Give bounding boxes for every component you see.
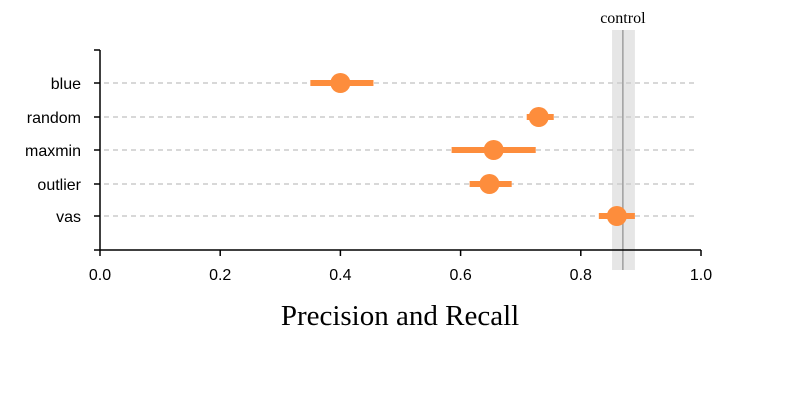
control-label: control — [600, 10, 646, 27]
data-point — [606, 206, 627, 226]
x-tick-label: 1.0 — [690, 267, 712, 284]
x-tick-label: 0.8 — [570, 267, 592, 284]
y-tick-label: vas — [56, 209, 81, 226]
y-tick-label: blue — [51, 76, 81, 93]
data-point — [479, 174, 500, 194]
chart-title: Precision and Recall — [281, 300, 519, 332]
data-point — [330, 73, 351, 93]
marks-layer — [310, 73, 635, 226]
data-point — [483, 140, 504, 160]
x-tick-label: 0.0 — [89, 267, 111, 284]
axes-layer: blue random maxmin outlier vas 0.0 0.2 0.4 0.6 0.… — [25, 49, 712, 284]
y-tick-label: outlier — [37, 177, 81, 194]
y-tick-label: random — [27, 110, 81, 127]
x-tick-label: 0.4 — [329, 267, 351, 284]
control-layer — [612, 30, 635, 270]
x-tick-label: 0.6 — [449, 267, 471, 284]
y-tick-label: maxmin — [25, 143, 81, 160]
x-tick-label: 0.2 — [209, 267, 231, 284]
data-point — [528, 107, 549, 127]
grid-layer — [104, 82, 695, 217]
